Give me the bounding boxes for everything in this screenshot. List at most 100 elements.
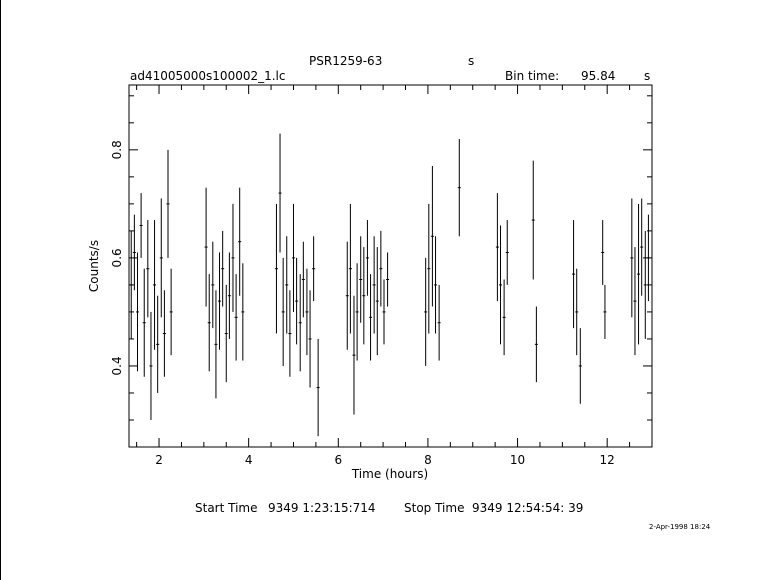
data-point (211, 241, 215, 329)
data-point (218, 252, 222, 350)
y-axis-label: Counts/s (87, 240, 101, 292)
stop-time-label: Stop Time (404, 501, 465, 515)
data-point (630, 198, 634, 318)
data-point (149, 311, 153, 420)
data-point (153, 220, 157, 350)
data-point (359, 236, 363, 323)
data-point (637, 203, 641, 345)
x-tick-label: 8 (424, 453, 432, 467)
data-point (156, 295, 160, 393)
data-point (241, 263, 245, 361)
stop-time-value: 9349 12:54:54: 39 (472, 501, 584, 515)
data-point (278, 133, 282, 253)
data-point (274, 203, 278, 334)
data-point (169, 268, 173, 356)
data-point (221, 230, 225, 307)
data-point (362, 247, 366, 345)
x-axis-label: Time (hours) (351, 467, 428, 481)
data-point (365, 220, 369, 296)
data-point (142, 268, 146, 377)
data-point (281, 257, 285, 366)
data-point (139, 193, 143, 258)
data-point (531, 160, 535, 280)
axis-ticks (129, 85, 653, 447)
data-point (457, 139, 461, 237)
data-point (234, 274, 238, 361)
data-point (505, 220, 509, 285)
data-point (424, 257, 428, 366)
x-tick-label: 12 (600, 453, 615, 467)
data-point (640, 198, 644, 296)
axis-tick-labels: 2 4 6 8 10 12 0.4 0.6 0.8 (110, 140, 615, 467)
data-point (238, 187, 242, 296)
data-point (345, 241, 349, 350)
data-point (224, 284, 228, 383)
data-point (214, 290, 218, 399)
data-point (437, 284, 441, 361)
window-left-edge (0, 0, 1, 580)
y-tick-label: 0.8 (110, 140, 124, 159)
data-point (132, 214, 136, 291)
data-point (386, 252, 390, 307)
data-point (372, 236, 376, 334)
data-point (136, 252, 140, 372)
start-time-value: 9349 1:23:15:714 (268, 501, 376, 515)
bin-time-label: Bin time: (505, 69, 560, 83)
data-point (285, 236, 289, 334)
data-point (601, 220, 605, 285)
data-point (375, 247, 379, 356)
data-point (207, 274, 211, 372)
data-point (502, 279, 506, 356)
data-point (288, 290, 292, 377)
data-point (434, 236, 438, 334)
bin-time-value: 95.84 (581, 69, 616, 83)
data-point (231, 203, 235, 312)
data-point (308, 290, 312, 388)
object-unit: s (468, 54, 475, 68)
y-tick-label: 0.6 (110, 248, 124, 267)
data-point (301, 241, 305, 318)
y-tick-label: 0.4 (110, 356, 124, 375)
data-point (369, 274, 373, 361)
data-point (427, 203, 431, 334)
object-name: PSR1259-63 (309, 54, 383, 68)
data-point (352, 295, 356, 415)
x-tick-label: 10 (510, 453, 525, 467)
data-point (204, 187, 208, 307)
bin-time-unit: s (644, 69, 651, 83)
data-point (162, 290, 166, 377)
data-point (348, 203, 352, 334)
data-point (534, 306, 538, 383)
data-point (291, 203, 295, 312)
data-point (572, 220, 576, 329)
data-point (643, 230, 647, 339)
data-point (603, 284, 607, 339)
data-point (316, 338, 320, 437)
data-point (430, 166, 434, 307)
data-point (227, 252, 231, 339)
x-tick-label: 4 (245, 453, 253, 467)
data-point (495, 193, 499, 302)
start-time-label: Start Time (195, 501, 258, 515)
data-point (575, 268, 579, 356)
data-point (305, 268, 309, 356)
lightcurve-filename: ad41005000s100002_1.lc (130, 69, 286, 83)
data-point (166, 149, 170, 258)
data-point (633, 247, 637, 356)
data-point (578, 328, 582, 404)
data-point (159, 198, 163, 318)
x-tick-label: 6 (334, 453, 342, 467)
data-points (129, 133, 650, 437)
data-point (312, 236, 316, 302)
x-tick-label: 2 (155, 453, 163, 467)
data-point (355, 263, 359, 361)
data-point (146, 220, 150, 318)
data-point (298, 274, 302, 372)
data-point (382, 279, 386, 345)
data-point (499, 225, 503, 345)
plot-date-stamp: 2-Apr-1998 18:24 (649, 523, 711, 531)
data-point (379, 230, 383, 307)
plot-frame (128, 84, 653, 448)
data-point (295, 257, 299, 345)
